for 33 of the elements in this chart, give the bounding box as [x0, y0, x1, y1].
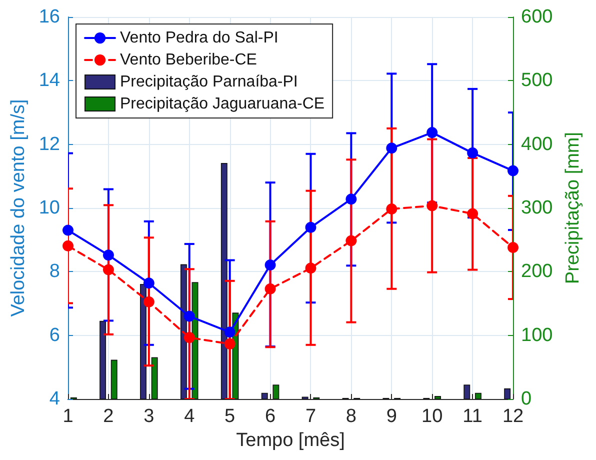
y-tick-label: 14: [38, 70, 60, 92]
y-tick-label: 16: [38, 6, 60, 28]
x-tick-label: 1: [62, 406, 74, 427]
y2-tick-label: 400: [521, 134, 553, 155]
y2-tick-label: 100: [521, 324, 553, 346]
x-tick-label: 12: [502, 406, 524, 427]
legend-label: Vento Pedra do Sal-PI: [120, 30, 278, 46]
legend-label: Precipitação Jaguaruana-CE: [120, 96, 325, 112]
y-tick-label: 6: [49, 324, 60, 346]
y2-tick-label: 500: [521, 70, 553, 92]
x-tick-label: 5: [224, 406, 236, 427]
y2-tick-label: 600: [521, 6, 553, 28]
x-tick-label: 4: [184, 406, 196, 427]
y-tick-label: 4: [49, 388, 60, 410]
y-tick-label: 12: [38, 134, 60, 155]
y-tick-label: 8: [49, 261, 60, 282]
legend-label: Vento Beberibe-CE: [120, 52, 257, 68]
y2-tick-label: 0: [521, 388, 532, 410]
x-axis-title: Tempo [mês]: [236, 430, 345, 451]
y2-tick-label: 200: [521, 261, 553, 282]
y-tick-label: 10: [38, 198, 60, 218]
x-tick-label: 9: [386, 406, 397, 427]
y-axis-title: Velocidade do vento [m/s]: [8, 99, 29, 317]
x-tick-label: 10: [422, 406, 443, 427]
x-tick-label: 8: [346, 406, 356, 427]
x-tick-label: 2: [103, 406, 114, 427]
y2-axis-title: Precipitação [mm]: [562, 132, 584, 284]
x-tick-label: 11: [462, 406, 482, 427]
legend-label: Precipitação Parnaíba-PI: [120, 74, 298, 90]
x-tick-label: 6: [264, 406, 276, 427]
x-tick-label: 7: [305, 406, 316, 427]
y2-tick-label: 300: [521, 198, 553, 218]
x-tick-label: 3: [144, 406, 154, 427]
